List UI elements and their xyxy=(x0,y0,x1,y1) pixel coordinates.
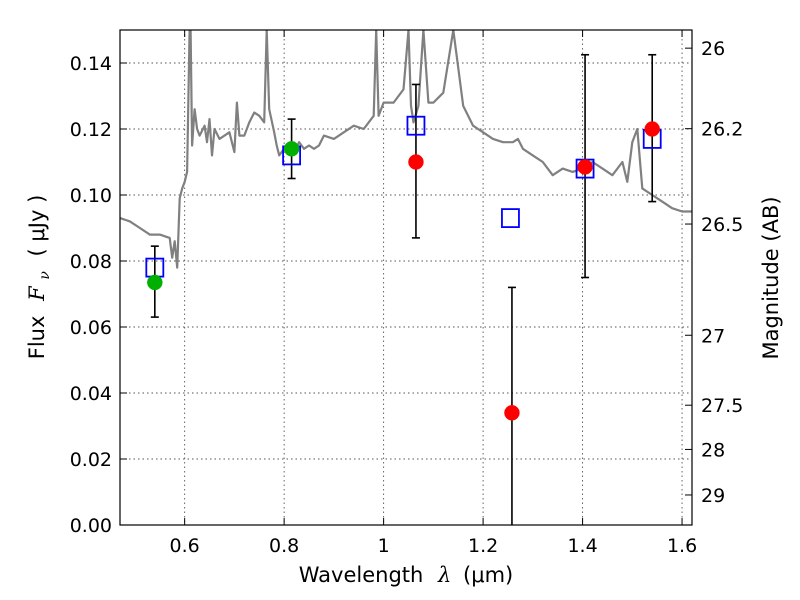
errorbar-layer xyxy=(145,53,662,525)
observed-point xyxy=(644,121,660,137)
model-photometry-square xyxy=(501,208,520,229)
plot-background xyxy=(120,30,692,525)
x-tick-label: 0.8 xyxy=(269,535,299,557)
x-axis-label-text: Wavelength xyxy=(299,563,424,587)
y2-tick-label: 26.5 xyxy=(701,214,743,236)
observed-point xyxy=(504,405,520,421)
y-axis-label-subscript: ν xyxy=(37,271,53,280)
y2-tick-label: 27.5 xyxy=(701,395,743,417)
observed-point xyxy=(408,154,424,170)
y2-tick-label: 28 xyxy=(701,439,725,461)
observed-point xyxy=(147,274,163,291)
x-axis-label: Wavelength λ (μm) xyxy=(299,563,513,587)
spectrum-line xyxy=(120,30,692,269)
y-tick-label: 0.02 xyxy=(70,449,112,471)
observed-point xyxy=(283,141,300,157)
data-layer xyxy=(120,30,692,269)
x-axis-label-unit: (μm) xyxy=(463,563,513,587)
y2-tick-label: 29 xyxy=(701,485,725,507)
model-photometry-square xyxy=(406,115,426,136)
observed-point xyxy=(577,159,593,175)
y-tick-label: 0.04 xyxy=(70,383,112,405)
y2-tick-label: 27 xyxy=(701,325,725,347)
y-axis-label-symbol: F xyxy=(25,285,49,302)
x-tick-label: 0.6 xyxy=(170,535,200,557)
y-tick-label: 0.12 xyxy=(70,119,112,141)
x-tick-label: 1.2 xyxy=(468,535,498,557)
y2-axis-label: Magnitude (AB) xyxy=(759,196,783,359)
y-tick-label: 0.08 xyxy=(70,251,112,273)
x-tick-label: 1.4 xyxy=(567,535,597,557)
y-axis-label-unit: ( μJy ) xyxy=(25,195,49,257)
y-axis-label-text: Flux xyxy=(25,316,49,360)
y2-tick-label: 26 xyxy=(701,38,725,60)
x-tick-label: 1 xyxy=(378,535,390,557)
y-tick-label: 0.06 xyxy=(70,317,112,339)
x-tick-label: 1.6 xyxy=(667,535,697,557)
plot-frame xyxy=(119,29,693,526)
y-tick-label: 0.00 xyxy=(70,515,112,537)
y-tick-label: 0.10 xyxy=(70,185,112,207)
ticks: 0.6 0.8 1 1.2 1.4 1.6 0.00 0.02 0.04 0.06 0.08 0.10… xyxy=(70,30,743,557)
y-tick-label: 0.14 xyxy=(70,53,112,75)
x-axis-label-symbol: λ xyxy=(437,563,451,587)
y-axis-label: Flux F ν ( μJy ) xyxy=(25,195,54,360)
y2-tick-label: 26.2 xyxy=(701,119,743,141)
